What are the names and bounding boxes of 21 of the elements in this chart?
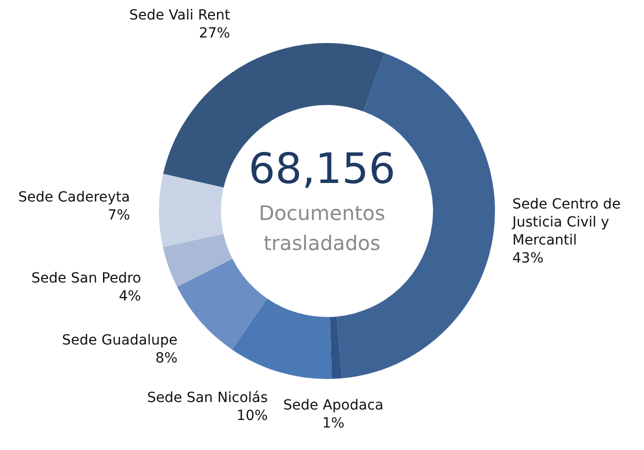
donut-slice (232, 298, 332, 379)
donut-slice (177, 258, 268, 350)
slice-label: Sede Centro de Justicia Civil y Mercantil (511, 196, 621, 249)
donut-slice (330, 316, 342, 379)
slice-label: Sede San Pedro (31, 270, 142, 286)
text: Documentos trasladados (258, 200, 386, 257)
data-label: 1% (322, 416, 344, 432)
slice-label: Sede Vali Rent (129, 7, 231, 24)
text: 68,156 (248, 144, 396, 194)
data-label: 4% (118, 288, 142, 304)
slice-label: Sede San Nicolás (147, 390, 268, 406)
slice-label: Sede Cadereyta (18, 189, 130, 206)
donut-slice (159, 174, 224, 248)
donut-slice (162, 234, 232, 287)
data-label: 10% (236, 408, 268, 424)
slice-label: Sede Apodaca (283, 398, 384, 414)
slice-label: Sede Guadalupe (62, 332, 178, 348)
data-label: 7% (108, 207, 130, 224)
data-label: 8% (155, 350, 178, 366)
data-label: 43% (512, 250, 544, 267)
data-label: 27% (198, 25, 230, 42)
